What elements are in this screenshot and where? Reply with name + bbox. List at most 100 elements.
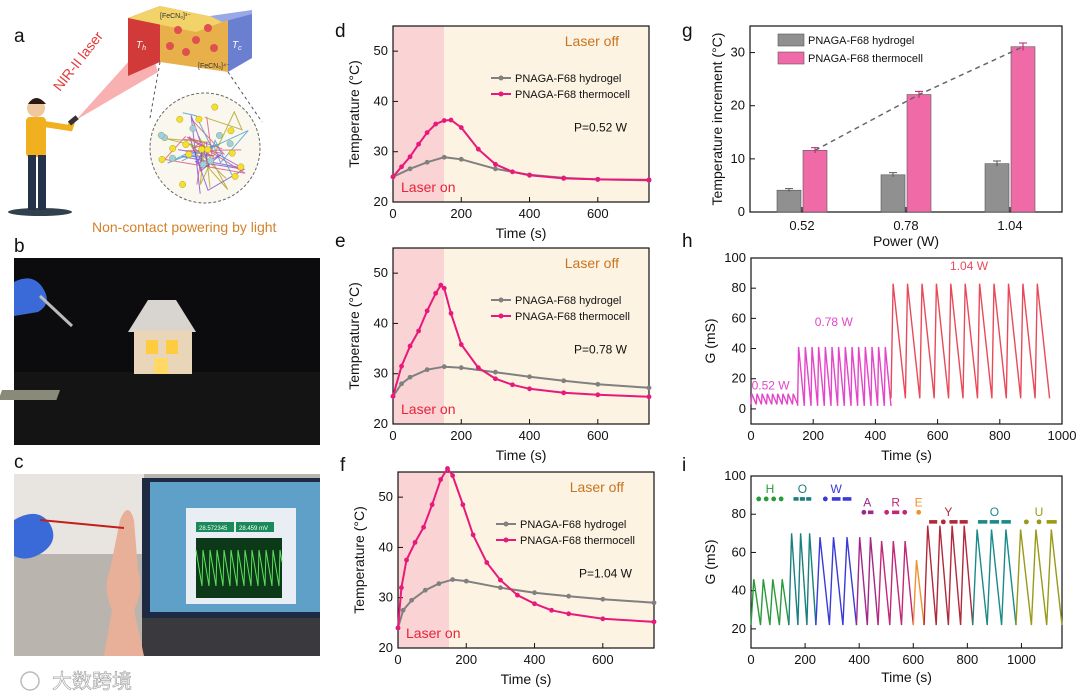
data-point: [458, 342, 464, 347]
data-point: [493, 369, 498, 375]
morse-trace: [855, 537, 879, 626]
bar-hydrogel: [776, 189, 802, 213]
x-tick-label: 600: [587, 428, 609, 443]
y-tick-label: 80: [732, 506, 746, 521]
data-point: [561, 175, 567, 181]
panel-label-h: h: [682, 231, 693, 252]
data-point: [407, 343, 413, 349]
morse-letter: A: [863, 495, 871, 509]
x-tick-label: 400: [519, 206, 541, 221]
y-tick-label: 50: [374, 265, 388, 280]
bar-thermocell: [906, 94, 932, 213]
probe-wire: [39, 519, 125, 529]
data-point: [422, 587, 428, 593]
laser-off-label: Laser off: [565, 255, 619, 271]
y-tick-label: 20: [374, 416, 388, 431]
x-axis-label: Time (s): [496, 447, 547, 463]
trend-line: [814, 46, 1024, 152]
data-point: [646, 394, 652, 400]
morse-dot: [861, 509, 867, 515]
laser-off-label: Laser off: [570, 479, 624, 495]
y-tick-label: 20: [374, 194, 388, 209]
morse-dash: [806, 497, 812, 501]
polymer-chain: [182, 112, 233, 176]
morse-trace: [815, 537, 858, 626]
data-point: [424, 130, 430, 136]
morse-dash: [959, 520, 968, 524]
cycle-trace: [750, 393, 799, 405]
y-tick-label: 100: [724, 468, 746, 483]
bar-hydrogel: [984, 163, 1010, 213]
morse-dash: [842, 497, 852, 501]
bar-thermocell: [802, 150, 828, 213]
legend-marker: [498, 297, 504, 303]
morse-dash: [831, 497, 841, 501]
readout-left: 28.572345: [199, 526, 228, 532]
morse-dash: [989, 520, 1000, 524]
ion-dot: [157, 131, 165, 139]
morse-dot: [902, 509, 908, 515]
panel-label-c: c: [14, 452, 24, 473]
ion-dot: [198, 145, 206, 153]
ion-dot: [216, 132, 223, 139]
data-point: [404, 557, 409, 563]
thermocell-device-illustration: Th Tc [FeCN₆]³⁻ [FeCN₆]⁴⁻: [128, 6, 252, 76]
data-point: [549, 607, 554, 613]
morse-letter: H: [766, 482, 775, 496]
morse-trace: [1015, 529, 1063, 626]
morse-letter: O: [798, 482, 807, 496]
data-point: [458, 156, 464, 162]
legend-label: PNAGA-F68 thermocell: [515, 89, 630, 101]
y-tick-label: 30: [731, 45, 745, 60]
data-point: [438, 477, 444, 482]
data-point: [493, 376, 498, 382]
y-tick-label: 60: [732, 310, 746, 325]
plot-frame: [750, 257, 1063, 425]
morse-dot: [1023, 519, 1029, 525]
legend-swatch: [777, 33, 805, 47]
morse-dash: [892, 510, 900, 515]
y-axis-label: G (mS): [702, 318, 718, 363]
signal-trace: [195, 549, 283, 587]
data-point: [409, 597, 415, 603]
y-tick-label: 60: [732, 544, 746, 559]
morse-letter: E: [915, 495, 923, 509]
y-tick-label: 20: [732, 621, 746, 636]
ion-bottom-label: [FeCN₆]⁴⁻: [198, 63, 230, 70]
panel-label-d: d: [335, 21, 346, 42]
legend-label: PNAGA-F68 hydrogel: [515, 73, 621, 85]
morse-dot: [822, 496, 828, 502]
legend-label: PNAGA-F68 thermocell: [808, 53, 923, 65]
panel-f: f 0 200 400 600 20 30 40 50 Time (s) Temperature (…: [340, 455, 657, 687]
morse-trace: [877, 540, 914, 626]
y-tick-label: 0: [739, 401, 746, 416]
morse-dash: [949, 520, 958, 524]
bar-thermocell: [1010, 46, 1036, 213]
morse-dot: [884, 509, 890, 515]
legend-marker: [503, 537, 509, 543]
y-tick-label: 100: [724, 250, 746, 265]
data-point: [527, 172, 532, 178]
data-point: [448, 117, 454, 123]
data-point: [433, 290, 439, 296]
data-point: [646, 177, 652, 183]
morse-letter: U: [1035, 505, 1044, 519]
data-point: [424, 367, 430, 373]
morse-dash: [1046, 520, 1057, 524]
panel-label-b: b: [14, 236, 25, 257]
ion-dot: [179, 181, 186, 188]
y-tick-label: 80: [732, 280, 746, 295]
y-tick-label: 20: [379, 640, 393, 655]
x-tick-label: 0.78: [893, 218, 918, 233]
morse-letter: O: [990, 505, 999, 519]
data-point: [475, 365, 481, 371]
house-model: [0, 300, 196, 400]
data-point: [395, 625, 401, 631]
legend-marker: [498, 313, 504, 319]
ion-dot: [195, 115, 203, 123]
x-tick-label: 0: [394, 652, 401, 667]
ion-dot: [207, 157, 214, 165]
data-point: [441, 154, 447, 160]
signal-plot: [196, 538, 282, 598]
x-tick-label: 0: [389, 428, 396, 443]
